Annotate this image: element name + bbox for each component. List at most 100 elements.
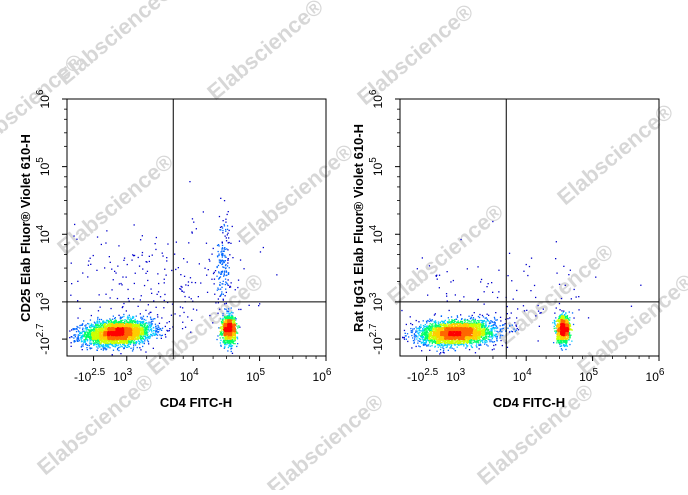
event-dot bbox=[511, 280, 512, 281]
event-dot bbox=[88, 260, 89, 261]
event-dot bbox=[103, 347, 104, 348]
event-dot bbox=[130, 339, 131, 340]
event-dot bbox=[228, 272, 229, 273]
event-dot bbox=[228, 311, 229, 312]
event-dot bbox=[149, 325, 150, 326]
event-dot bbox=[538, 311, 539, 312]
event-dot bbox=[511, 331, 512, 332]
event-dot bbox=[109, 329, 110, 330]
event-dot bbox=[139, 321, 140, 322]
event-dot bbox=[225, 265, 226, 266]
event-dot bbox=[100, 342, 101, 343]
event-dot bbox=[183, 292, 184, 293]
event-dot bbox=[104, 324, 105, 325]
event-dot bbox=[129, 315, 130, 316]
event-dot bbox=[105, 347, 106, 348]
event-dot bbox=[235, 334, 236, 335]
event-dot bbox=[147, 335, 148, 336]
event-dot bbox=[144, 343, 145, 344]
event-dot bbox=[145, 338, 146, 339]
event-dot bbox=[230, 313, 231, 314]
event-dot bbox=[89, 347, 90, 348]
event-dot bbox=[227, 214, 228, 215]
event-dot bbox=[150, 288, 151, 289]
event-dot bbox=[227, 260, 228, 261]
event-dot bbox=[71, 263, 72, 264]
event-dot bbox=[90, 327, 91, 328]
event-dot bbox=[142, 255, 143, 256]
event-dot bbox=[230, 344, 231, 345]
event-dot bbox=[82, 349, 83, 350]
event-dot bbox=[218, 289, 219, 290]
event-dot bbox=[148, 341, 149, 342]
event-dot bbox=[574, 289, 575, 290]
event-dot bbox=[162, 253, 163, 254]
event-dot bbox=[120, 344, 121, 345]
event-dot bbox=[143, 335, 144, 336]
event-dot bbox=[92, 336, 93, 337]
event-dot bbox=[175, 269, 176, 270]
event-dot bbox=[414, 337, 415, 338]
event-dot bbox=[484, 291, 485, 292]
event-dot bbox=[166, 322, 167, 323]
event-dot bbox=[130, 348, 131, 349]
event-dot bbox=[120, 283, 121, 284]
event-dot bbox=[119, 283, 120, 284]
event-dot bbox=[227, 311, 228, 312]
event-dot bbox=[164, 282, 165, 283]
event-dot bbox=[118, 334, 119, 335]
event-dot bbox=[147, 337, 148, 338]
event-dot bbox=[117, 338, 118, 339]
event-dot bbox=[187, 316, 188, 317]
event-dot bbox=[230, 324, 231, 325]
event-dot bbox=[138, 338, 139, 339]
event-dot bbox=[228, 322, 229, 323]
event-dot bbox=[76, 331, 77, 332]
event-dot bbox=[227, 336, 228, 337]
event-dot bbox=[240, 309, 241, 310]
event-dot bbox=[225, 236, 226, 237]
event-dot bbox=[151, 331, 152, 332]
event-dot bbox=[233, 322, 234, 323]
event-dot bbox=[226, 240, 227, 241]
event-dot bbox=[219, 309, 220, 310]
event-dot bbox=[493, 345, 494, 346]
event-dot bbox=[420, 346, 421, 347]
event-dot bbox=[402, 337, 403, 338]
event-dot bbox=[93, 329, 94, 330]
event-dot bbox=[224, 248, 225, 249]
event-dot bbox=[418, 321, 419, 322]
event-dot bbox=[214, 272, 215, 273]
event-dot bbox=[219, 284, 220, 285]
event-dot bbox=[118, 321, 119, 322]
event-dot bbox=[460, 239, 461, 240]
event-dot bbox=[126, 277, 127, 278]
event-dot bbox=[221, 271, 222, 272]
event-dot bbox=[126, 320, 127, 321]
event-dot bbox=[228, 328, 229, 329]
event-dot bbox=[224, 308, 225, 309]
event-dot bbox=[222, 315, 223, 316]
event-dot bbox=[450, 281, 451, 282]
event-dot bbox=[230, 346, 231, 347]
event-dot bbox=[523, 305, 524, 306]
event-dot bbox=[225, 335, 226, 336]
event-dot bbox=[150, 329, 151, 330]
event-dot bbox=[122, 325, 123, 326]
event-dot bbox=[122, 346, 123, 347]
x-axis-label: CD4 FITC-H bbox=[160, 395, 232, 410]
event-dot bbox=[223, 281, 224, 282]
event-dot bbox=[81, 346, 82, 347]
event-dot bbox=[233, 331, 234, 332]
event-dot bbox=[152, 321, 153, 322]
event-dot bbox=[98, 345, 99, 346]
event-dot bbox=[119, 346, 120, 347]
event-dot bbox=[140, 349, 141, 350]
event-dot bbox=[90, 340, 91, 341]
event-dot bbox=[460, 314, 461, 315]
event-dot bbox=[113, 350, 114, 351]
event-dot bbox=[227, 325, 228, 326]
event-dot bbox=[507, 347, 508, 348]
event-dot bbox=[115, 331, 116, 332]
event-dot bbox=[429, 265, 430, 266]
